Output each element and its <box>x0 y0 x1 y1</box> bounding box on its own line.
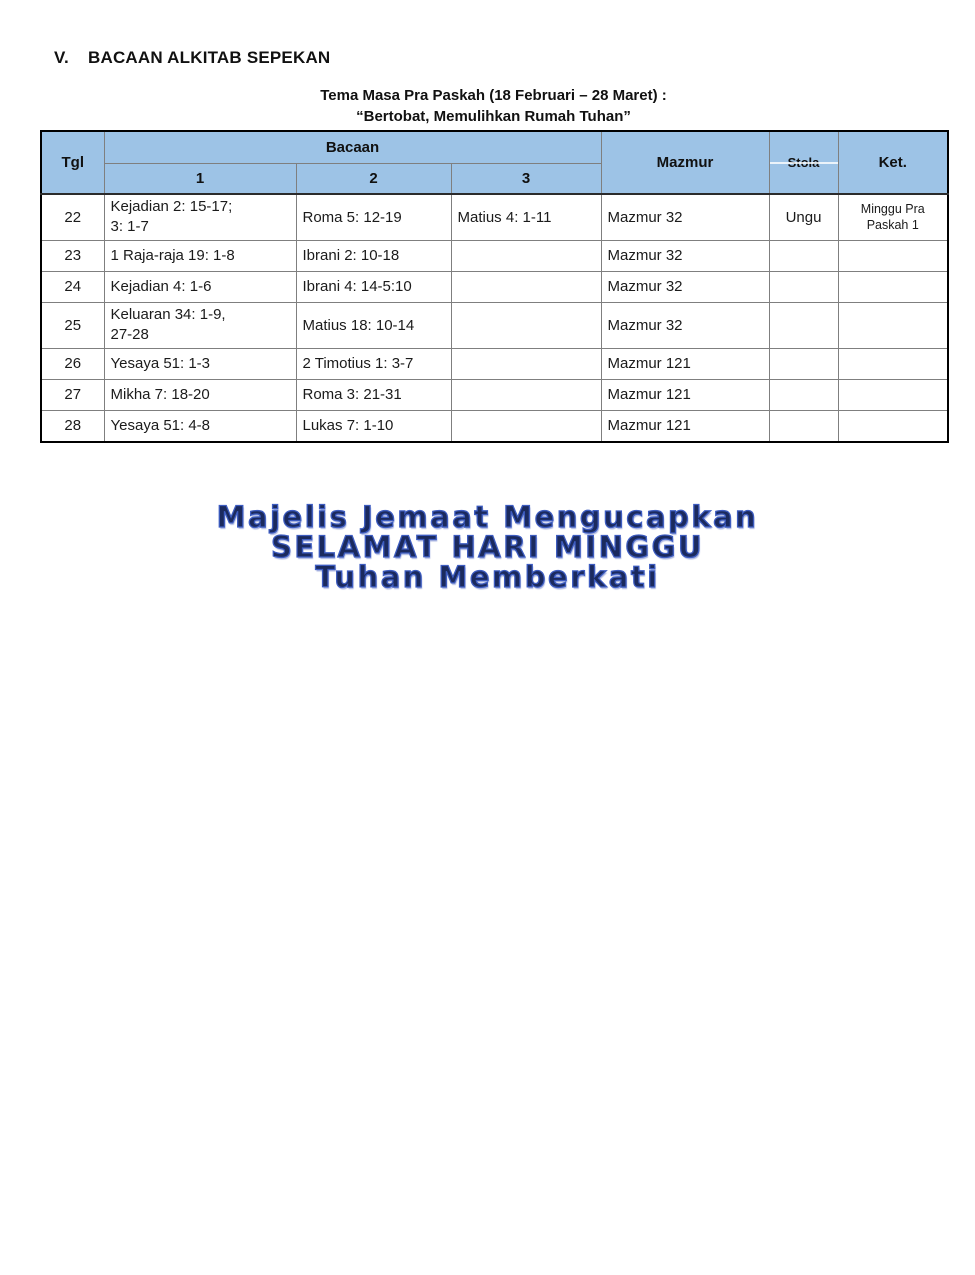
col-header-stola: Stola <box>768 130 839 195</box>
table-row: 25 Keluaran 34: 1-9, 27-28 Matius 18: 10… <box>40 301 949 349</box>
table-row: 24 Kejadian 4: 1-6 Ibrani 4: 14-5:10 Maz… <box>40 270 949 303</box>
mazmur-cell: Mazmur 121 <box>600 378 770 411</box>
mazmur-cell: Mazmur 32 <box>600 193 770 241</box>
reading-3-cell: Matius 4: 1-11 <box>450 193 602 241</box>
reading-2-cell: Matius 18: 10-14 <box>295 301 452 349</box>
mazmur-cell: Mazmur 32 <box>600 301 770 349</box>
theme-line-1: Tema Masa Pra Paskah (18 Februari – 28 M… <box>320 87 667 104</box>
reading-1-cell: Mikha 7: 18-20 <box>103 378 297 411</box>
ket-cell <box>837 301 949 349</box>
col-header-mazmur: Mazmur <box>600 130 770 195</box>
reading-3-cell <box>450 270 602 303</box>
tgl-cell: 25 <box>40 301 105 349</box>
mazmur-cell: Mazmur 32 <box>600 270 770 303</box>
tgl-cell: 27 <box>40 378 105 411</box>
table-row: 23 1 Raja-raja 19: 1-8 Ibrani 2: 10-18 M… <box>40 239 949 272</box>
stola-cell <box>768 378 839 411</box>
tgl-cell: 22 <box>40 193 105 241</box>
wordart-line-2: SELAMAT HARI MINGGU <box>270 530 705 564</box>
tgl-cell: 23 <box>40 239 105 272</box>
ket-cell: Minggu Pra Paskah 1 <box>837 193 949 241</box>
reading-1-cell: Kejadian 4: 1-6 <box>103 270 297 303</box>
tgl-cell: 26 <box>40 347 105 380</box>
section-heading: V. BACAAN ALKITAB SEPEKAN <box>54 48 330 68</box>
reading-1-cell: Yesaya 51: 1-3 <box>103 347 297 380</box>
ket-cell <box>837 409 949 443</box>
reading-3-cell <box>450 301 602 349</box>
header-row-2: 1 2 3 <box>41 162 948 195</box>
reading-2-cell: 2 Timotius 1: 3-7 <box>295 347 452 380</box>
table-row: 26 Yesaya 51: 1-3 2 Timotius 1: 3-7 Mazm… <box>40 347 949 380</box>
table-row: 27 Mikha 7: 18-20 Roma 3: 21-31 Mazmur 1… <box>40 378 949 411</box>
ket-cell <box>837 270 949 303</box>
table-row: 22 Kejadian 2: 15-17; 3: 1-7 Roma 5: 12-… <box>40 193 949 241</box>
tgl-cell: 24 <box>40 270 105 303</box>
theme-block: Tema Masa Pra Paskah (18 Februari – 28 M… <box>40 85 947 127</box>
ket-cell <box>837 347 949 380</box>
reading-3-cell <box>450 409 602 443</box>
col-header-bacaan: Bacaan <box>103 130 602 164</box>
ket-cell <box>837 239 949 272</box>
reading-3-cell <box>450 239 602 272</box>
reading-1-cell: Keluaran 34: 1-9, 27-28 <box>103 301 297 349</box>
reading-2-cell: Lukas 7: 1-10 <box>295 409 452 443</box>
header-row-1: Tgl Bacaan Mazmur Stola Ket. <box>40 130 949 195</box>
reading-2-cell: Roma 5: 12-19 <box>295 193 452 241</box>
stola-cell <box>768 409 839 443</box>
table-row: 28 Yesaya 51: 4-8 Lukas 7: 1-10 Mazmur 1… <box>40 409 949 443</box>
reading-2-cell: Ibrani 2: 10-18 <box>295 239 452 272</box>
wordart-greeting: Majelis Jemaat Mengucapkan SELAMAT HARI … <box>34 500 941 594</box>
wordart-line-1: Majelis Jemaat Mengucapkan <box>216 500 759 534</box>
reading-3-cell <box>450 378 602 411</box>
tgl-cell: 28 <box>40 409 105 443</box>
reading-1-cell: Kejadian 2: 15-17; 3: 1-7 <box>103 193 297 241</box>
col-header-bacaan-2: 2 <box>295 162 452 195</box>
theme-line-2: “Bertobat, Memulihkan Rumah Tuhan” <box>356 108 631 125</box>
wordart-line-3: Tuhan Memberkati <box>315 560 660 594</box>
stola-cell <box>768 270 839 303</box>
stola-cell <box>768 301 839 349</box>
col-header-tgl: Tgl <box>40 130 105 195</box>
reading-2-cell: Ibrani 4: 14-5:10 <box>295 270 452 303</box>
ket-cell <box>837 378 949 411</box>
stola-cell <box>768 347 839 380</box>
col-header-bacaan-1: 1 <box>103 162 297 195</box>
reading-3-cell <box>450 347 602 380</box>
mazmur-cell: Mazmur 121 <box>600 409 770 443</box>
section-title: BACAAN ALKITAB SEPEKAN <box>88 48 331 67</box>
mazmur-cell: Mazmur 121 <box>600 347 770 380</box>
mazmur-cell: Mazmur 32 <box>600 239 770 272</box>
col-header-ket: Ket. <box>837 130 949 195</box>
col-header-bacaan-3: 3 <box>450 162 602 195</box>
readings-table: Tgl Bacaan Mazmur Stola Ket. 1 2 3 22 Ke… <box>40 130 949 443</box>
reading-1-cell: Yesaya 51: 4-8 <box>103 409 297 443</box>
reading-1-cell: 1 Raja-raja 19: 1-8 <box>103 239 297 272</box>
reading-2-cell: Roma 3: 21-31 <box>295 378 452 411</box>
stola-cell: Ungu <box>768 193 839 241</box>
stola-cell <box>768 239 839 272</box>
stola-divider-line <box>770 162 837 164</box>
section-number: V. <box>54 48 69 67</box>
